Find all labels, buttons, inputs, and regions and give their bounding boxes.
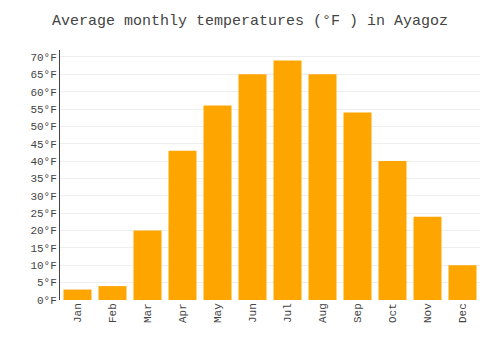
svg-text:Jun: Jun [247,303,259,323]
svg-text:May: May [212,303,224,323]
svg-text:Mar: Mar [142,303,154,323]
svg-text:25°F: 25°F [30,208,56,220]
svg-text:Nov: Nov [422,303,434,323]
svg-text:60°F: 60°F [30,87,56,99]
svg-text:Feb: Feb [107,303,119,323]
svg-text:45°F: 45°F [30,139,56,151]
svg-text:Jul: Jul [282,303,294,323]
svg-text:Sep: Sep [352,303,364,323]
svg-text:50°F: 50°F [30,121,56,133]
svg-text:20°F: 20°F [30,225,56,237]
svg-text:Aug: Aug [317,303,329,323]
svg-text:10°F: 10°F [30,260,56,272]
svg-text:Apr: Apr [177,303,189,323]
svg-text:Dec: Dec [457,303,469,323]
svg-text:65°F: 65°F [30,69,56,81]
svg-text:Oct: Oct [387,303,399,323]
svg-text:35°F: 35°F [30,173,56,185]
svg-text:0°F: 0°F [37,295,57,307]
svg-text:Average monthly temperatures (: Average monthly temperatures (°F ) in Ay… [52,13,448,30]
svg-text:55°F: 55°F [30,104,56,116]
svg-text:30°F: 30°F [30,191,56,203]
svg-text:15°F: 15°F [30,243,56,255]
svg-text:70°F: 70°F [30,52,56,64]
svg-text:5°F: 5°F [37,277,57,289]
svg-text:Jan: Jan [72,303,84,323]
svg-text:40°F: 40°F [30,156,56,168]
